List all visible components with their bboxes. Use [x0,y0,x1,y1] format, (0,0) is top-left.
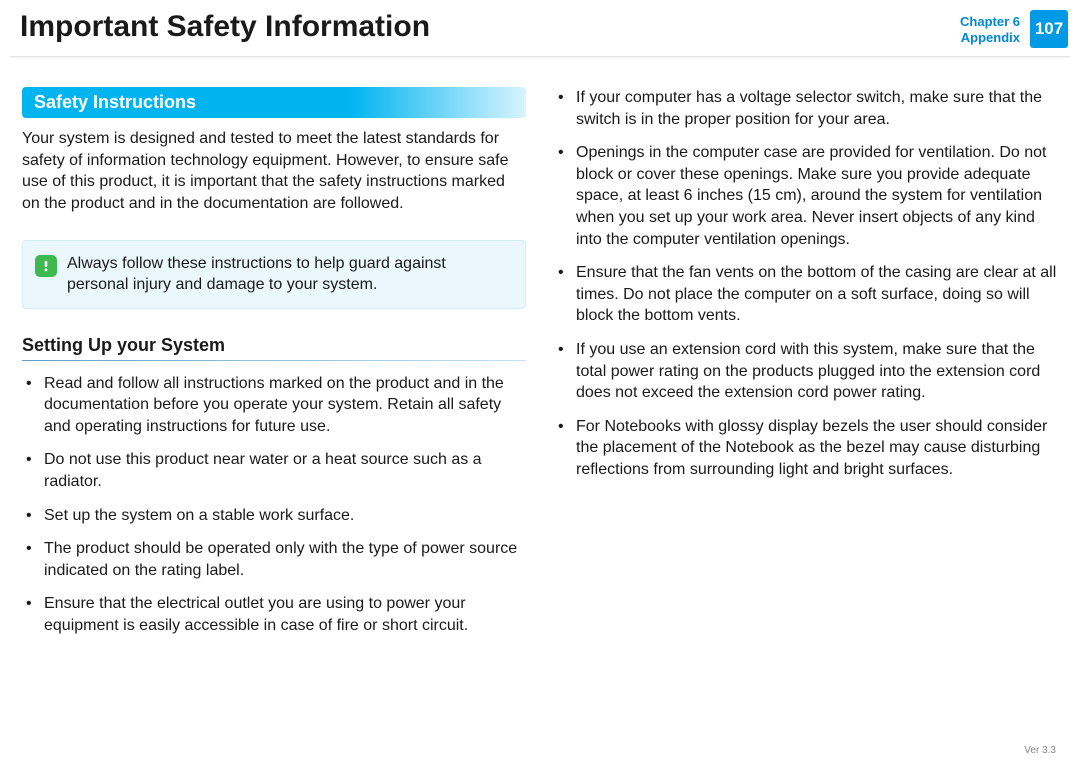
list-item: If your computer has a voltage selector … [554,87,1058,130]
subheading: Setting Up your System [22,335,526,356]
list-item: Set up the system on a stable work surfa… [22,505,526,527]
page-header: Important Safety Information Chapter 6 A… [0,0,1080,48]
list-item: Do not use this product near water or a … [22,449,526,492]
page-number-badge: 107 [1030,10,1068,48]
list-item: Ensure that the electrical outlet you ar… [22,593,526,636]
page-title: Important Safety Information [20,10,960,44]
list-item: Openings in the computer case are provid… [554,142,1058,250]
left-column: Safety Instructions Your system is desig… [22,87,526,649]
content-columns: Safety Instructions Your system is desig… [0,59,1080,649]
safety-callout: Always follow these instructions to help… [22,240,526,308]
intro-paragraph: Your system is designed and tested to me… [22,128,526,214]
chapter-line2: Appendix [960,30,1020,46]
version-label: Ver 3.3 [1024,745,1056,756]
right-bullet-list: If your computer has a voltage selector … [554,87,1058,481]
left-bullet-list: Read and follow all instructions marked … [22,373,526,637]
callout-text: Always follow these instructions to help… [67,253,511,295]
list-item: Ensure that the fan vents on the bottom … [554,262,1058,327]
right-column: If your computer has a voltage selector … [554,87,1058,649]
section-heading-bar: Safety Instructions [22,87,526,118]
subheading-divider [22,360,526,361]
list-item: Read and follow all instructions marked … [22,373,526,438]
exclamation-icon [35,255,57,277]
chapter-line1: Chapter 6 [960,14,1020,30]
list-item: For Notebooks with glossy display bezels… [554,416,1058,481]
chapter-label: Chapter 6 Appendix [960,10,1026,47]
list-item: If you use an extension cord with this s… [554,339,1058,404]
list-item: The product should be operated only with… [22,538,526,581]
